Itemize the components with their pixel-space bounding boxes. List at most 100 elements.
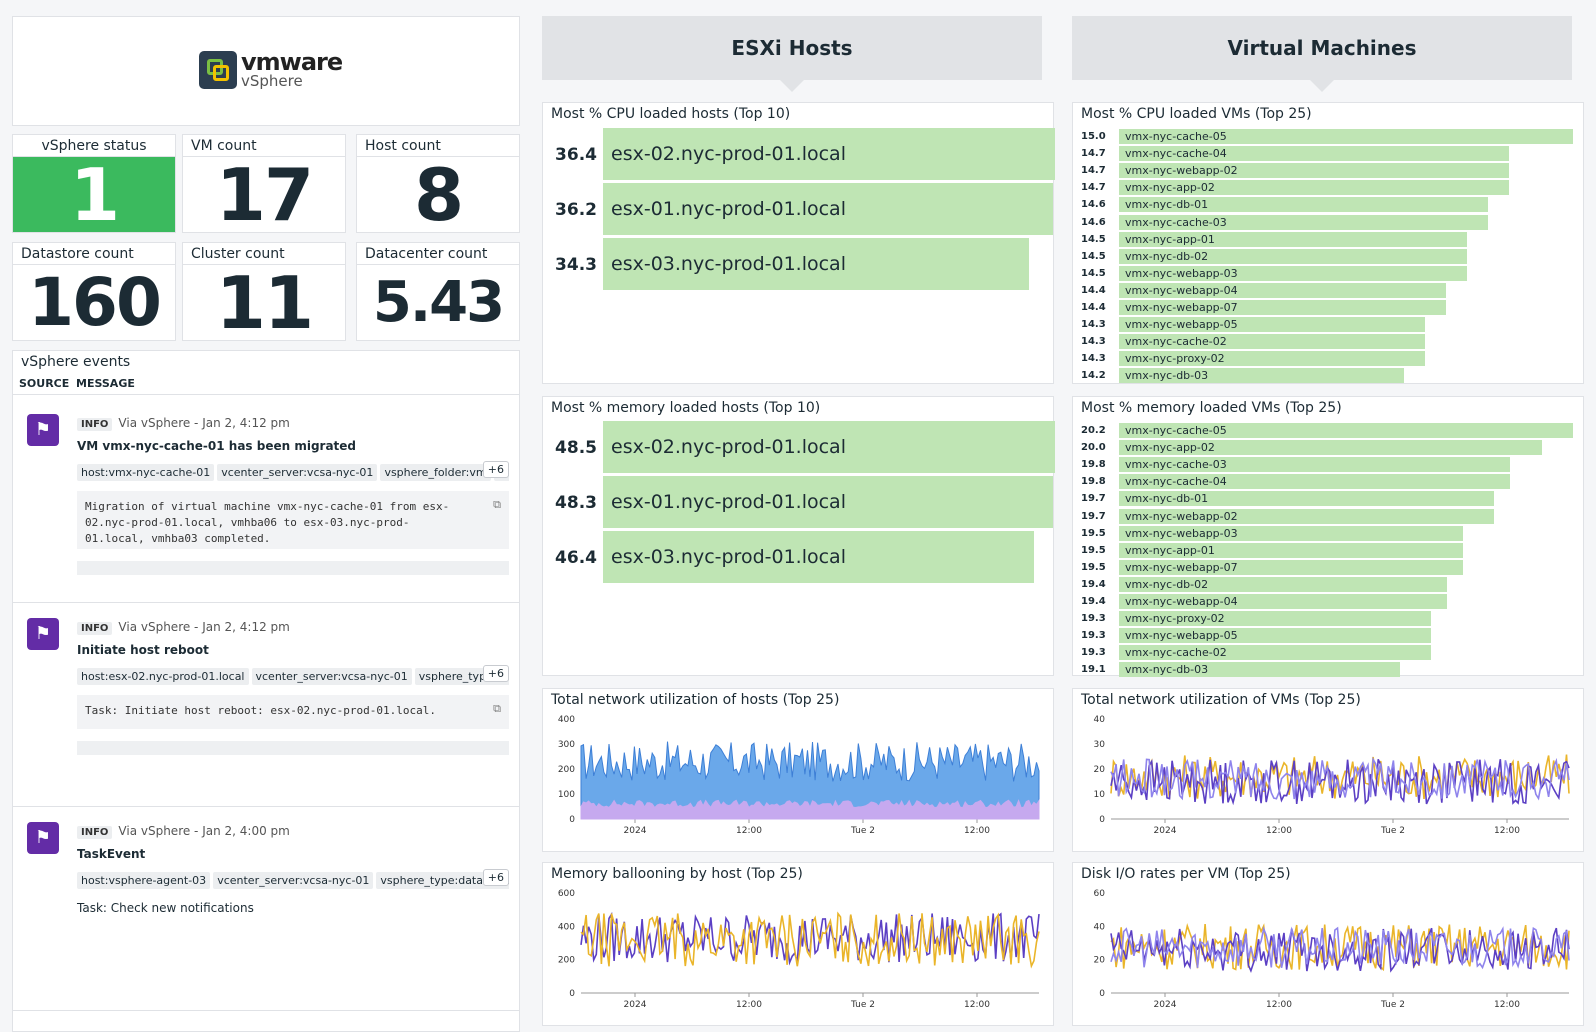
event-item[interactable]: ⚑ INFO Via vSphere - Jan 2, 4:12 pm VM vm… <box>13 399 519 603</box>
toplist-row[interactable]: 14.3 vmx-nyc-cache-02 <box>1081 334 1583 351</box>
toplist-row[interactable]: 14.5 vmx-nyc-db-02 <box>1081 248 1583 266</box>
toplist-row[interactable]: 19.4 vmx-nyc-db-02 <box>1081 576 1583 594</box>
row-bar <box>1119 645 1431 661</box>
toplist-row[interactable]: 19.7 vmx-nyc-db-01 <box>1081 491 1583 508</box>
col-source[interactable]: SOURCE <box>19 377 70 390</box>
toplist-row[interactable]: 48.3 esx-01.nyc-prod-01.local <box>551 476 1053 530</box>
row-bar <box>1119 351 1425 367</box>
y-tick-label: 60 <box>1094 889 1106 899</box>
x-tick-label: 2024 <box>1154 826 1177 836</box>
more-tags-button[interactable]: +6 <box>482 461 509 478</box>
row-value: 20.2 <box>1081 425 1106 436</box>
event-tag[interactable]: vcenter_server:vcsa-nyc-01 <box>217 464 378 481</box>
row-bar <box>1119 146 1509 162</box>
x-tick-label: 12:00 <box>1266 1000 1292 1010</box>
event-item[interactable]: ⚑ INFO Via vSphere - Jan 2, 4:00 pm TaskE… <box>13 807 519 1011</box>
row-value: 19.5 <box>1081 527 1106 539</box>
toplist-row[interactable]: 14.7 vmx-nyc-app-02 <box>1081 180 1583 197</box>
toplist-row[interactable]: 20.2 vmx-nyc-cache-05 <box>1081 423 1583 440</box>
toplist-row[interactable]: 14.4 vmx-nyc-webapp-04 <box>1081 282 1583 300</box>
toplist-row[interactable]: 19.5 vmx-nyc-webapp-07 <box>1081 559 1583 577</box>
toplist-row[interactable]: 48.5 esx-02.nyc-prod-01.local <box>551 421 1055 475</box>
y-tick-label: 100 <box>558 790 575 800</box>
row-value: 48.3 <box>555 493 597 513</box>
row-name: esx-01.nyc-prod-01.local <box>611 198 846 220</box>
event-item[interactable]: ⚑ INFO Via vSphere - Jan 2, 4:12 pm Initi… <box>13 603 519 807</box>
vmware-logo-panel: vmware vSphere <box>12 16 520 126</box>
toplist-row[interactable]: 14.5 vmx-nyc-app-01 <box>1081 231 1583 249</box>
row-bar <box>1119 317 1425 333</box>
event-title[interactable]: TaskEvent <box>77 847 146 861</box>
stat-value: 160 <box>28 264 162 341</box>
event-tag[interactable]: vcenter_server:vcsa-nyc-01 <box>213 872 374 889</box>
section-virtual-machines: Virtual Machines <box>1072 16 1572 92</box>
row-bar <box>1119 474 1510 490</box>
toplist-row[interactable]: 14.6 vmx-nyc-cache-03 <box>1081 214 1583 232</box>
chart-svg[interactable]: 600 400 200 0 2024 12:00 Tue 2 12:00 <box>543 885 1053 1025</box>
widget-title: Most % memory loaded VMs (Top 25) <box>1081 400 1342 416</box>
toplist-row[interactable]: 19.3 vmx-nyc-webapp-05 <box>1081 628 1583 645</box>
host-network-chart: Total network utilization of hosts (Top … <box>542 688 1054 852</box>
stat-label: Datastore count <box>13 243 175 265</box>
toplist-row[interactable]: 19.3 vmx-nyc-cache-02 <box>1081 645 1583 662</box>
toplist-row[interactable]: 19.8 vmx-nyc-cache-04 <box>1081 474 1583 491</box>
x-tick-label: 12:00 <box>964 1000 990 1010</box>
toplist-row[interactable]: 19.1 vmx-nyc-db-03 <box>1081 662 1583 679</box>
chart-svg[interactable]: 400 300 200 100 0 2024 12:00 Tue 2 12:00 <box>543 711 1053 851</box>
event-tag[interactable]: vsphere_folder:vm <box>380 464 491 481</box>
copy-icon[interactable]: ⧉ <box>493 498 501 511</box>
event-source-time: Via vSphere - Jan 2, 4:12 pm <box>118 620 290 634</box>
event-title[interactable]: VM vmx-nyc-cache-01 has been migrated <box>77 439 357 453</box>
toplist-row[interactable]: 14.3 vmx-nyc-proxy-02 <box>1081 351 1583 368</box>
toplist-row[interactable]: 14.7 vmx-nyc-cache-04 <box>1081 146 1583 163</box>
toplist-row[interactable]: 46.4 esx-03.nyc-prod-01.local <box>551 531 1053 585</box>
stat-vsphere-status[interactable]: vSphere status 1 <box>12 134 176 237</box>
toplist-row[interactable]: 19.5 vmx-nyc-webapp-03 <box>1081 525 1583 543</box>
row-value: 14.7 <box>1081 148 1106 160</box>
widget-title: Most % CPU loaded VMs (Top 25) <box>1081 106 1312 122</box>
toplist-row[interactable]: 14.7 vmx-nyc-webapp-02 <box>1081 163 1583 180</box>
toplist-row[interactable]: 19.7 vmx-nyc-webapp-02 <box>1081 508 1583 526</box>
stat-host-count[interactable]: Host count 8 <box>356 134 520 237</box>
toplist-row[interactable]: 14.6 vmx-nyc-db-01 <box>1081 197 1583 214</box>
stat-vm-count[interactable]: VM count 17 <box>182 134 346 237</box>
toplist-row[interactable]: 14.4 vmx-nyc-webapp-07 <box>1081 300 1583 317</box>
toplist-row[interactable]: 19.5 vmx-nyc-app-01 <box>1081 542 1583 560</box>
col-message[interactable]: MESSAGE <box>76 377 135 390</box>
event-tag[interactable]: vsphere_type:datastore <box>376 872 509 889</box>
event-expand-bar[interactable] <box>77 561 509 575</box>
toplist-row[interactable]: 19.4 vmx-nyc-webapp-04 <box>1081 594 1583 611</box>
event-expand-bar[interactable] <box>77 741 509 755</box>
more-tags-button[interactable]: +6 <box>482 869 509 886</box>
toplist-row[interactable]: 19.8 vmx-nyc-cache-03 <box>1081 457 1583 474</box>
more-tags-button[interactable]: +6 <box>482 665 509 682</box>
y-tick-label: 0 <box>569 989 575 999</box>
toplist-row[interactable]: 34.3 esx-03.nyc-prod-01.local <box>551 238 1053 292</box>
toplist-row[interactable]: 14.3 vmx-nyc-webapp-05 <box>1081 317 1583 334</box>
chart-svg[interactable]: 60 40 20 0 2024 12:00 Tue 2 12:00 <box>1073 885 1583 1025</box>
toplist-row[interactable]: 20.0 vmx-nyc-app-02 <box>1081 440 1583 457</box>
stat-datacenter-count[interactable]: Datacenter count 5.43 <box>356 242 520 341</box>
toplist-row[interactable]: 15.0 vmx-nyc-cache-05 <box>1081 129 1583 146</box>
event-tag[interactable]: host:esx-02.nyc-prod-01.local <box>77 668 249 685</box>
toplist-row[interactable]: 14.2 vmx-nyc-db-03 <box>1081 368 1583 385</box>
row-name: vmx-nyc-app-02 <box>1125 181 1215 195</box>
event-title[interactable]: Initiate host reboot <box>77 643 209 657</box>
toplist-row[interactable]: 36.2 esx-01.nyc-prod-01.local <box>551 183 1053 237</box>
y-tick-label: 20 <box>1094 765 1106 775</box>
event-tag[interactable]: vcenter_server:vcsa-nyc-01 <box>251 668 412 685</box>
copy-icon[interactable]: ⧉ <box>493 702 501 715</box>
chart-svg[interactable]: 40 30 20 10 0 2024 12:00 Tue 2 12:00 <box>1073 711 1583 851</box>
stat-datastore-count[interactable]: Datastore count 160 <box>12 242 176 341</box>
row-bar <box>1119 594 1447 609</box>
row-name: vmx-nyc-webapp-04 <box>1125 595 1238 608</box>
event-tag[interactable]: host:vsphere-agent-03 <box>77 872 211 889</box>
row-name: vmx-nyc-db-03 <box>1125 369 1209 383</box>
y-tick-label: 200 <box>558 765 575 775</box>
toplist-row[interactable]: 19.3 vmx-nyc-proxy-02 <box>1081 611 1583 628</box>
toplist-row[interactable]: 36.4 esx-02.nyc-prod-01.local <box>551 128 1055 182</box>
stat-cluster-count[interactable]: Cluster count 11 <box>182 242 346 345</box>
row-value: 19.8 <box>1081 476 1106 488</box>
toplist-row[interactable]: 14.5 vmx-nyc-webapp-03 <box>1081 265 1583 283</box>
event-tag[interactable]: host:vmx-nyc-cache-01 <box>77 464 215 481</box>
